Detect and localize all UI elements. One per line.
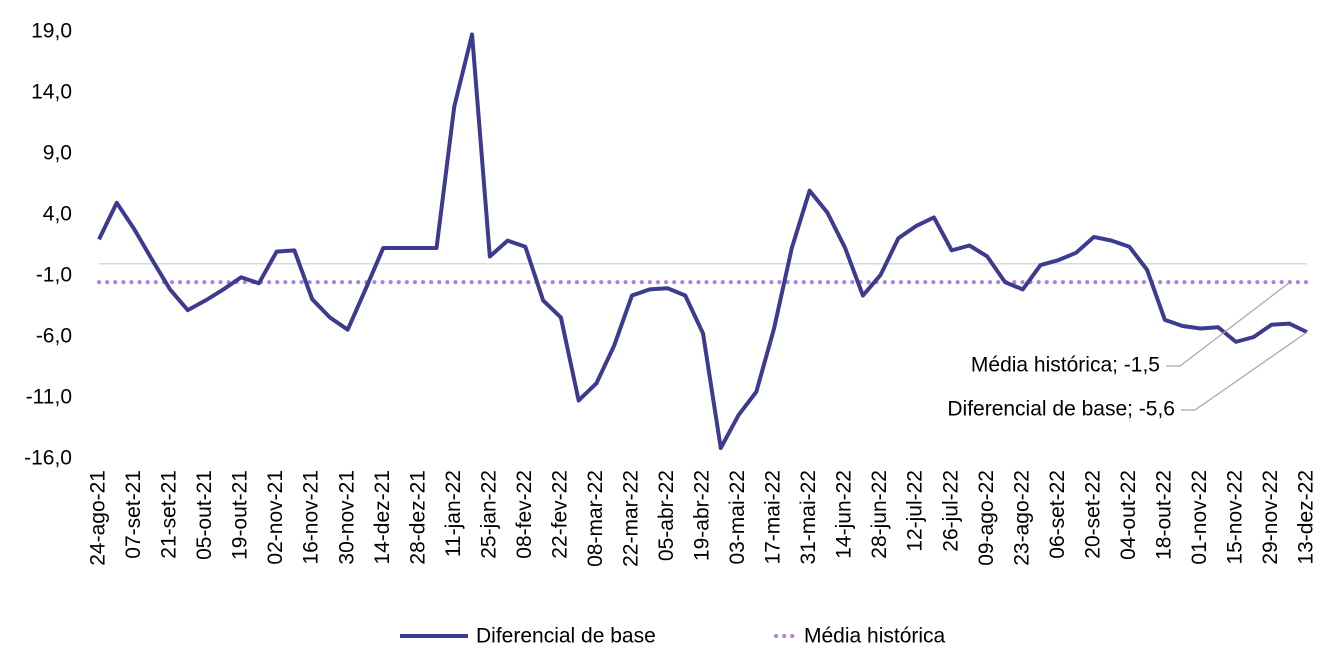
x-tick-label: 23-ago-22 — [1010, 470, 1033, 566]
x-tick-label: 14-jun-22 — [833, 470, 856, 559]
x-tick-label: 07-set-21 — [122, 470, 145, 559]
y-tick-label: -6,0 — [36, 325, 72, 348]
y-tick-label: -11,0 — [26, 386, 72, 409]
x-tick-label: 22-mar-22 — [619, 470, 642, 567]
x-tick-label: 24-ago-21 — [87, 470, 110, 566]
legend-label: Média histórica — [804, 625, 946, 648]
x-tick-label: 05-out-21 — [193, 470, 216, 560]
x-tick-label: 28-dez-21 — [406, 470, 429, 565]
x-tick-label: 14-dez-21 — [371, 470, 394, 565]
x-tick-label: 17-mai-22 — [762, 470, 785, 565]
x-tick-label: 06-set-22 — [1046, 470, 1069, 559]
x-tick-label: 09-ago-22 — [975, 470, 998, 566]
x-tick-label: 26-jul-22 — [939, 470, 962, 552]
x-tick-label: 30-nov-21 — [335, 470, 358, 565]
x-tick-label: 02-nov-21 — [264, 470, 287, 565]
x-tick-label: 08-fev-22 — [513, 470, 536, 559]
y-tick-label: -16,0 — [24, 447, 72, 470]
x-tick-label: 04-out-22 — [1117, 470, 1140, 560]
data-label: Diferencial de base; -5,6 — [947, 398, 1175, 421]
x-tick-label: 18-out-22 — [1152, 470, 1175, 560]
x-tick-label: 19-out-21 — [229, 470, 252, 560]
y-tick-label: 9,0 — [43, 142, 72, 165]
x-tick-label: 31-mai-22 — [797, 470, 820, 565]
y-tick-label: 14,0 — [31, 81, 72, 104]
x-tick-label: 13-dez-22 — [1295, 470, 1318, 565]
x-tick-label: 15-nov-22 — [1223, 470, 1246, 565]
x-tick-label: 11-jan-22 — [442, 470, 465, 557]
x-tick-label: 28-jun-22 — [868, 470, 891, 559]
x-tick-label: 22-fev-22 — [548, 470, 571, 559]
x-tick-label: 12-jul-22 — [904, 470, 927, 552]
x-tick-label: 29-nov-22 — [1259, 470, 1282, 565]
y-tick-label: -1,0 — [36, 264, 72, 287]
x-tick-label: 08-mar-22 — [584, 470, 607, 567]
legend-label: Diferencial de base — [476, 625, 656, 648]
x-tick-label: 25-jan-22 — [477, 470, 500, 559]
leader-line — [1181, 331, 1308, 411]
data-line — [97, 32, 1308, 451]
x-tick-label: 19-abr-22 — [691, 470, 714, 561]
y-tick-label: 19,0 — [31, 20, 72, 43]
x-tick-label: 20-set-22 — [1081, 470, 1104, 559]
x-tick-label: 05-abr-22 — [655, 470, 678, 561]
x-tick-label: 01-nov-22 — [1188, 470, 1211, 565]
data-label: Média histórica; -1,5 — [971, 354, 1160, 377]
leader-line — [1166, 281, 1291, 367]
x-tick-label: 03-mai-22 — [726, 470, 749, 565]
x-tick-label: 16-nov-21 — [300, 470, 323, 565]
x-tick-label: 21-set-21 — [158, 470, 181, 559]
y-tick-label: 4,0 — [43, 203, 72, 226]
